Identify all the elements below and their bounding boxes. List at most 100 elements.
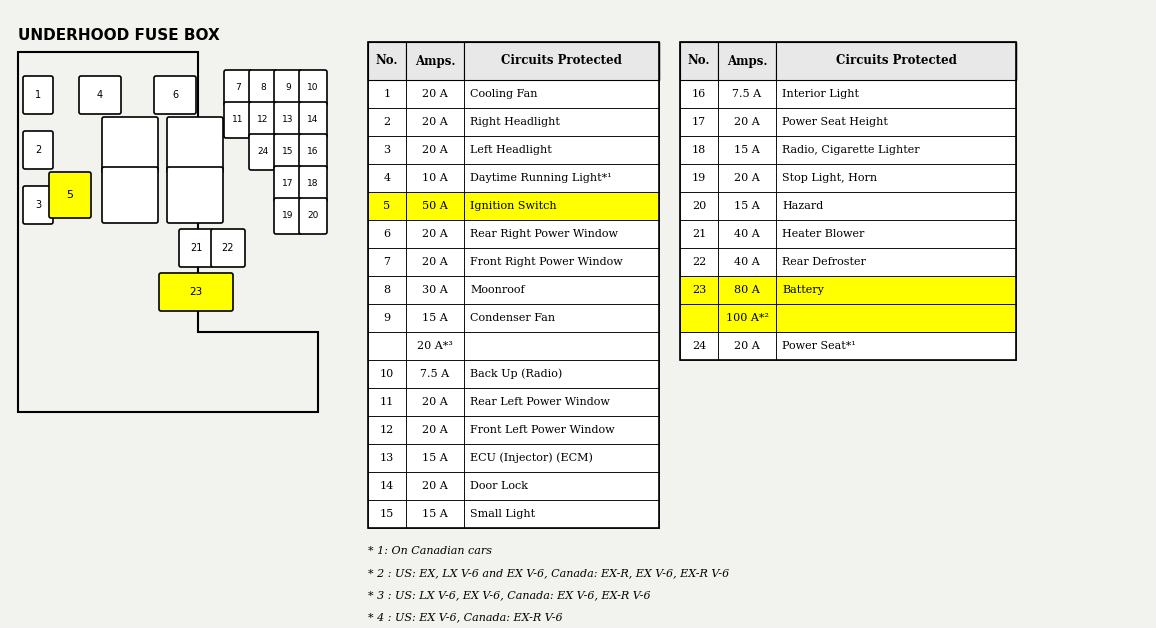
Bar	[368, 276, 659, 304]
Text: 14: 14	[380, 481, 394, 491]
Text: Power Seat*¹: Power Seat*¹	[781, 341, 855, 351]
Bar	[368, 192, 659, 220]
Bar	[464, 416, 659, 444]
Bar	[718, 192, 776, 220]
Bar	[680, 136, 718, 164]
Polygon shape	[18, 52, 318, 412]
Text: 7.5 A: 7.5 A	[733, 89, 762, 99]
Bar	[718, 80, 776, 108]
Bar	[406, 220, 464, 248]
Text: 18: 18	[307, 180, 319, 188]
Bar	[368, 332, 659, 360]
Bar	[368, 416, 659, 444]
Bar	[680, 332, 1016, 360]
Bar	[368, 388, 406, 416]
Text: 8: 8	[384, 285, 391, 295]
Text: 17: 17	[282, 180, 294, 188]
Bar	[368, 136, 406, 164]
Bar	[680, 276, 1016, 304]
Bar	[406, 304, 464, 332]
Text: 100 A*²: 100 A*²	[726, 313, 769, 323]
Text: 20 A: 20 A	[422, 257, 447, 267]
Text: 1: 1	[35, 90, 42, 100]
Text: Amps.: Amps.	[727, 55, 768, 67]
Bar	[680, 192, 1016, 220]
Bar	[776, 192, 1016, 220]
Text: Front Left Power Window: Front Left Power Window	[470, 425, 615, 435]
FancyBboxPatch shape	[299, 198, 327, 234]
Bar	[368, 42, 659, 80]
Text: 14: 14	[307, 116, 319, 124]
Bar	[406, 108, 464, 136]
FancyBboxPatch shape	[166, 167, 223, 223]
FancyBboxPatch shape	[166, 117, 223, 173]
Bar	[406, 192, 464, 220]
Bar	[368, 164, 659, 192]
Text: 20: 20	[692, 201, 706, 211]
Bar	[680, 80, 718, 108]
Text: 20 A: 20 A	[422, 145, 447, 155]
Text: Amps.: Amps.	[415, 55, 455, 67]
Text: 20 A: 20 A	[422, 397, 447, 407]
Bar	[406, 80, 464, 108]
Text: 17: 17	[692, 117, 706, 127]
Text: 10: 10	[307, 84, 319, 92]
Text: 10 A: 10 A	[422, 173, 447, 183]
Text: 12: 12	[258, 116, 268, 124]
Bar	[406, 136, 464, 164]
Text: 7.5 A: 7.5 A	[421, 369, 450, 379]
Text: 80 A: 80 A	[734, 285, 759, 295]
Bar	[776, 276, 1016, 304]
Text: 4: 4	[97, 90, 103, 100]
Bar	[368, 304, 659, 332]
Bar	[368, 360, 659, 388]
Bar	[464, 332, 659, 360]
Bar	[406, 360, 464, 388]
Text: 24: 24	[258, 148, 268, 156]
Bar	[406, 42, 464, 80]
Text: Battery: Battery	[781, 285, 824, 295]
Text: 8: 8	[260, 84, 266, 92]
Text: Stop Light, Horn: Stop Light, Horn	[781, 173, 877, 183]
Text: 18: 18	[692, 145, 706, 155]
Text: Radio, Cigarette Lighter: Radio, Cigarette Lighter	[781, 145, 920, 155]
Bar	[464, 164, 659, 192]
Text: 13: 13	[380, 453, 394, 463]
Text: 21: 21	[692, 229, 706, 239]
Text: Rear Right Power Window: Rear Right Power Window	[470, 229, 618, 239]
Text: Circuits Protected: Circuits Protected	[501, 55, 622, 67]
Bar	[368, 248, 406, 276]
Bar	[680, 42, 718, 80]
Text: 15: 15	[282, 148, 294, 156]
Text: 40 A: 40 A	[734, 229, 759, 239]
Bar	[464, 388, 659, 416]
Bar	[406, 500, 464, 528]
Text: No.: No.	[688, 55, 710, 67]
Text: 20 A: 20 A	[734, 173, 759, 183]
Bar	[368, 360, 406, 388]
Bar	[776, 220, 1016, 248]
Text: 3: 3	[384, 145, 391, 155]
Bar	[718, 136, 776, 164]
Text: ECU (Injector) (ECM): ECU (Injector) (ECM)	[470, 453, 593, 463]
Text: Left Headlight: Left Headlight	[470, 145, 551, 155]
Bar	[776, 42, 1016, 80]
Text: 24: 24	[692, 341, 706, 351]
FancyBboxPatch shape	[249, 70, 277, 106]
Bar	[680, 220, 718, 248]
FancyBboxPatch shape	[299, 134, 327, 170]
Bar	[368, 332, 406, 360]
Bar	[464, 472, 659, 500]
Text: 15 A: 15 A	[422, 509, 447, 519]
Text: 6: 6	[172, 90, 178, 100]
Bar	[680, 304, 1016, 332]
Text: 16: 16	[692, 89, 706, 99]
Text: 5: 5	[384, 201, 391, 211]
FancyBboxPatch shape	[160, 273, 234, 311]
Bar	[680, 42, 1016, 80]
Text: UNDERHOOD FUSE BOX: UNDERHOOD FUSE BOX	[18, 28, 220, 43]
Bar	[406, 444, 464, 472]
Bar	[464, 276, 659, 304]
FancyBboxPatch shape	[249, 102, 277, 138]
Bar	[718, 248, 776, 276]
